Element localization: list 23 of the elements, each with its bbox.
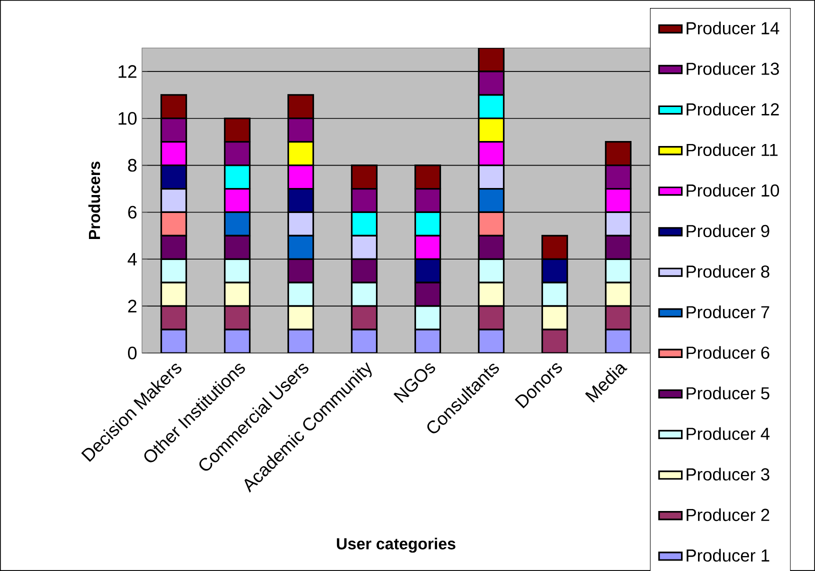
legend-label: Producer 14 (686, 22, 780, 34)
legend-label: Producer 5 (686, 386, 770, 400)
y-tick-label: 6 (128, 206, 137, 219)
legend-label: Producer 8 (686, 264, 770, 278)
legend-label: Producer 1 (686, 548, 770, 562)
legend-label: Producer 4 (686, 427, 770, 440)
y-tick-label: 4 (128, 252, 137, 266)
x-axis-title: User categories (336, 538, 456, 553)
legend-label: Producer 7 (686, 306, 770, 318)
legend-label: Producer 6 (686, 346, 770, 359)
y-tick-label: 2 (128, 300, 136, 312)
legend-label: Producer 11 (686, 143, 778, 156)
legend-label: Producer 13 (686, 62, 779, 75)
legend-label: Producer 2 (686, 508, 770, 522)
legend-label: Producer 12 (686, 102, 779, 116)
y-tick-label: 8 (128, 158, 137, 172)
y-tick-label: 12 (118, 65, 136, 78)
legend-label: Producer 3 (686, 468, 770, 481)
legend-label: Producer 9 (686, 224, 770, 238)
y-axis-title: Producers (88, 162, 100, 239)
legend-label: Producer 10 (686, 184, 780, 197)
y-tick-label: 10 (118, 112, 137, 125)
y-tick-label: 0 (128, 346, 137, 360)
